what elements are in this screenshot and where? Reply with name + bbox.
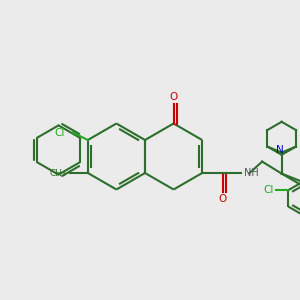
Text: N: N	[276, 145, 284, 154]
Text: Cl: Cl	[264, 185, 274, 195]
Text: O: O	[218, 194, 227, 204]
Text: NH: NH	[244, 168, 259, 178]
Text: CH₃: CH₃	[50, 169, 66, 178]
Text: Cl: Cl	[54, 128, 64, 137]
Text: O: O	[169, 92, 178, 101]
